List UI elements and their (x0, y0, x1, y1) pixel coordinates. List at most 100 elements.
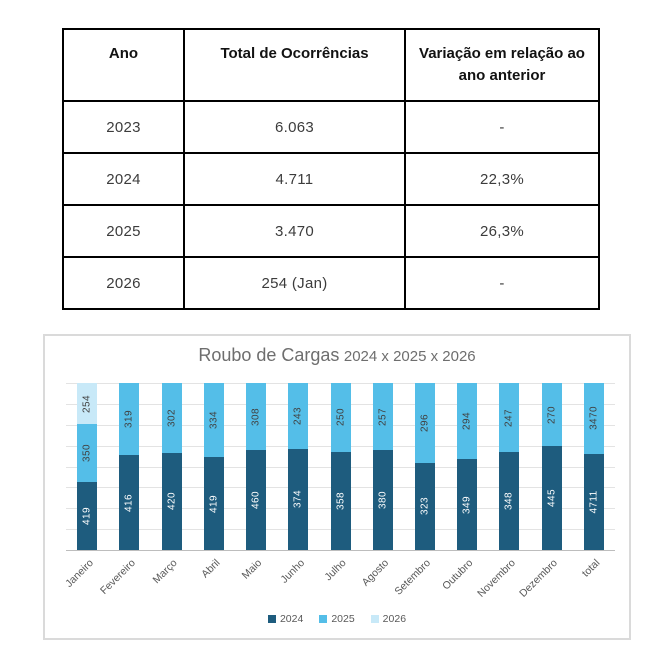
occurrences-table: Ano Total de Ocorrências Variação em relaç… (62, 28, 600, 310)
x-axis-label-Maio: Maio (239, 557, 265, 582)
chart-title-years: 2024 x 2025 x 2026 (343, 348, 476, 365)
bar-segment-2025-Setembro: 296 (414, 383, 435, 463)
chart-card: Roubo de Cargas 2024 x 2025 x 2026 419 35… (43, 334, 631, 640)
bar-segment-2024-Novembro: 348 (499, 452, 520, 550)
column-header-0: Ano (62, 28, 185, 102)
bar-segment-2024-Maio: 460 (246, 449, 267, 550)
bar-value-label: 374 (292, 490, 304, 509)
bar-segment-2025-Fevereiro: 319 (119, 383, 140, 456)
bar-segment-2025-Outubro: 294 (457, 383, 478, 460)
bar-value-label: 334 (208, 411, 220, 429)
bar-segment-2025-Janeiro: 350 (77, 424, 98, 482)
bar-value-label: 3470 (588, 406, 600, 431)
table-header-row: Ano Total de Ocorrências Variação em relaç… (62, 28, 600, 102)
bar-segment-2024-Março: 420 (161, 452, 182, 550)
bar-segment-2025-Junho: 243 (288, 383, 309, 449)
bar-value-label: 380 (377, 491, 389, 510)
bar-segment-2024-Abril: 419 (203, 457, 224, 550)
bar-value-label: 294 (461, 412, 473, 431)
legend-swatch-2026 (370, 615, 379, 623)
bar-value-label: 270 (546, 405, 558, 424)
table-cell-0: 2024 (62, 152, 185, 206)
table-cell-1: 3.470 (183, 204, 406, 258)
bar-value-label: 349 (461, 495, 473, 514)
bar-value-label: 419 (81, 506, 93, 525)
table-cell-0: 2023 (62, 100, 185, 154)
table-cell-2: 26,3% (404, 204, 600, 258)
x-axis-label-Agosto: Agosto (359, 557, 392, 589)
bar-segment-2024-Janeiro: 419 (77, 481, 98, 550)
legend-swatch-2025 (319, 615, 328, 623)
x-axis-label-Outubro: Outubro (440, 557, 476, 593)
legend-item-2026: 2026 (370, 613, 407, 625)
legend-item-2024: 2024 (267, 613, 304, 625)
table-cell-1: 4.711 (183, 152, 406, 206)
table-row: 2026 254 (Jan) - (62, 256, 600, 310)
bar-value-label: 420 (166, 492, 178, 511)
bar-value-label: 348 (503, 492, 515, 511)
plot-area: 419 350 254 Janeiro 416 319 Fevereiro 420 302 Mar… (63, 383, 615, 600)
table-cell-0: 2025 (62, 204, 185, 258)
legend-label: 2026 (382, 613, 407, 625)
bar-segment-2024-Fevereiro: 416 (119, 455, 140, 550)
occurrences-table-body: 2023 6.063-2024 4.711 22,3% 2025 3.470 26,3% 20… (62, 100, 600, 310)
bar-value-label: 308 (250, 407, 262, 426)
bar-segment-2024-Dezembro: 445 (541, 446, 562, 550)
bar-value-label: 302 (166, 408, 178, 427)
bar-segment-2025-Agosto: 257 (372, 383, 393, 451)
table-cell-2: - (404, 100, 600, 154)
table-row: 2024 4.711 22,3% (62, 152, 600, 206)
x-axis-line (66, 550, 615, 551)
bar-value-label: 416 (123, 493, 135, 512)
bar-value-label: 460 (250, 491, 262, 509)
bar-segment-2025-Novembro: 247 (499, 383, 520, 453)
bar-value-label: 247 (503, 408, 515, 427)
legend-label: 2024 (279, 613, 304, 625)
bar-segment-2024-Agosto: 380 (372, 450, 393, 550)
table-cell-2: 22,3% (404, 152, 600, 206)
x-axis-label-total: total (579, 557, 603, 580)
x-axis-label-Fevereiro: Fevereiro (97, 557, 138, 597)
column-header-1: Total de Ocorrências (183, 28, 406, 102)
bar-value-label: 296 (419, 413, 431, 432)
bar-segment-2024-total: 4711 (583, 453, 604, 550)
bar-value-label: 419 (208, 494, 220, 513)
x-axis-label-Janeiro: Janeiro (62, 557, 96, 590)
bar-value-label: 250 (335, 408, 346, 427)
table-cell-1: 6.063 (183, 100, 406, 154)
bar-segment-2024-Outubro: 349 (457, 459, 478, 550)
column-header-2: Variação em relação ao ano anterior (404, 28, 600, 102)
occurrences-table-header: Ano Total de Ocorrências Variação em relaç… (62, 28, 600, 102)
bar-segment-2025-Dezembro: 270 (541, 383, 562, 447)
bar-value-label: 319 (123, 410, 135, 429)
legend-swatch-2024 (267, 615, 276, 623)
bar-value-label: 358 (335, 491, 346, 510)
bar-segment-2024-Junho: 374 (288, 448, 309, 550)
bar-segment-2025-Julho: 250 (330, 383, 351, 452)
bar-segment-2024-Setembro: 323 (414, 462, 435, 550)
bar-value-label: 254 (81, 394, 93, 413)
x-axis-label-Abril: Abril (198, 557, 223, 581)
x-axis-label-Novembro: Novembro (475, 557, 518, 600)
x-axis-label-Julho: Julho (322, 557, 349, 584)
bar-value-label: 350 (81, 444, 93, 462)
table-cell-2: - (404, 256, 600, 310)
bar-value-label: 323 (419, 497, 431, 516)
bar-value-label: 257 (377, 407, 389, 426)
x-axis-label-Dezembro: Dezembro (517, 557, 561, 600)
bar-value-label: 4711 (588, 490, 600, 514)
table-cell-1: 254 (Jan) (183, 256, 406, 310)
x-axis-label-Junho: Junho (278, 557, 307, 586)
bar-segment-2025-total: 3470 (583, 383, 604, 454)
chart-title: Roubo de Cargas 2024 x 2025 x 2026 (45, 345, 629, 366)
x-axis-label-Março: Março (150, 557, 181, 587)
chart-legend: 2024 2025 2026 (45, 613, 629, 625)
bar-segment-2025-Abril: 334 (203, 383, 224, 458)
bar-value-label: 445 (546, 489, 558, 507)
chart-title-main: Roubo de Cargas (198, 345, 340, 365)
legend-item-2025: 2025 (319, 613, 355, 625)
bar-value-label: 243 (292, 406, 304, 425)
bar-segment-2024-Julho: 358 (330, 451, 351, 550)
table-cell-0: 2026 (62, 256, 185, 310)
